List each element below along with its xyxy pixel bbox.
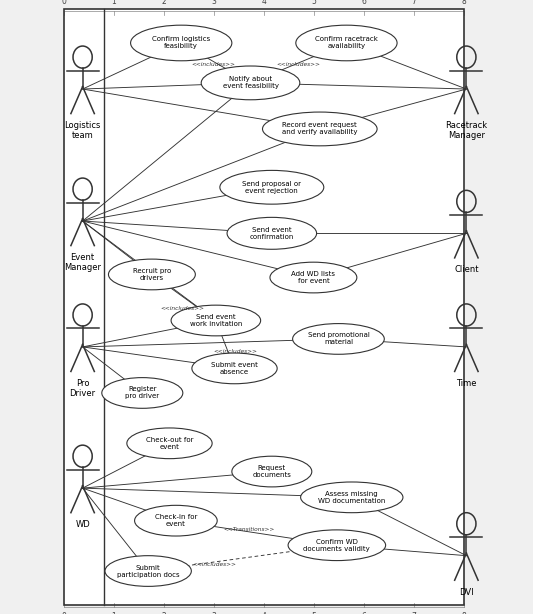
- Text: Racetrack
Manager: Racetrack Manager: [445, 121, 488, 141]
- Text: Send event
confirmation: Send event confirmation: [249, 227, 294, 240]
- Text: Record event request
and verify availability: Record event request and verify availabi…: [282, 122, 358, 136]
- Text: 4: 4: [261, 0, 266, 6]
- Ellipse shape: [134, 505, 217, 536]
- Text: Confirm racetrack
availability: Confirm racetrack availability: [315, 36, 378, 50]
- Ellipse shape: [288, 530, 386, 561]
- Text: Client: Client: [454, 265, 479, 274]
- Text: Logistics
team: Logistics team: [64, 121, 101, 141]
- Text: Send event
work invitation: Send event work invitation: [190, 314, 242, 327]
- Text: Confirm logistics
feasibility: Confirm logistics feasibility: [152, 36, 211, 50]
- Ellipse shape: [105, 556, 191, 586]
- Text: 3: 3: [212, 0, 216, 6]
- Ellipse shape: [296, 25, 397, 61]
- Text: Assess missing
WD documentation: Assess missing WD documentation: [318, 491, 385, 504]
- Ellipse shape: [301, 482, 403, 513]
- Ellipse shape: [131, 25, 232, 61]
- Text: Check-in for
event: Check-in for event: [155, 514, 197, 527]
- Text: 1: 1: [111, 612, 116, 614]
- Text: Confirm WD
documents validity: Confirm WD documents validity: [303, 538, 370, 552]
- Text: Time: Time: [456, 379, 477, 388]
- Text: <<includes>>: <<includes>>: [192, 562, 236, 567]
- Text: 8: 8: [462, 612, 466, 614]
- Ellipse shape: [232, 456, 312, 487]
- Text: 5: 5: [311, 0, 316, 6]
- Text: 2: 2: [161, 612, 166, 614]
- Ellipse shape: [201, 66, 300, 99]
- Bar: [64, 9, 464, 605]
- Text: Send promotional
material: Send promotional material: [308, 332, 369, 346]
- Ellipse shape: [220, 171, 324, 204]
- Text: 8: 8: [462, 0, 466, 6]
- Text: Recruit pro
drivers: Recruit pro drivers: [133, 268, 171, 281]
- Ellipse shape: [102, 378, 183, 408]
- Text: Submit
participation docs: Submit participation docs: [117, 564, 180, 578]
- Ellipse shape: [192, 353, 277, 384]
- Text: <<includes>>: <<includes>>: [160, 306, 204, 311]
- Text: 1: 1: [111, 0, 116, 6]
- Text: 6: 6: [361, 612, 366, 614]
- Text: Check-out for
event: Check-out for event: [146, 437, 193, 450]
- Text: Pro
Driver: Pro Driver: [69, 379, 96, 398]
- Ellipse shape: [127, 428, 212, 459]
- Ellipse shape: [270, 262, 357, 293]
- Bar: [64, 9, 464, 605]
- Text: 2: 2: [161, 0, 166, 6]
- Text: 6: 6: [361, 0, 366, 6]
- Ellipse shape: [171, 305, 261, 336]
- Text: Notify about
event feasibility: Notify about event feasibility: [222, 76, 279, 90]
- Text: Add WD lists
for event: Add WD lists for event: [292, 271, 335, 284]
- Text: 3: 3: [212, 612, 216, 614]
- Text: Request
documents: Request documents: [253, 465, 291, 478]
- Text: 5: 5: [311, 612, 316, 614]
- Text: <<includes>>: <<includes>>: [277, 62, 320, 67]
- Text: DVI: DVI: [459, 588, 474, 597]
- Text: Register
pro driver: Register pro driver: [125, 386, 159, 400]
- Text: Submit event
absence: Submit event absence: [211, 362, 258, 375]
- Text: 0: 0: [61, 0, 67, 6]
- Ellipse shape: [293, 324, 384, 354]
- Text: Event
Manager: Event Manager: [64, 253, 101, 273]
- Text: <<includes>>: <<includes>>: [214, 349, 257, 354]
- Ellipse shape: [227, 217, 317, 249]
- Text: Send proposal or
event rejection: Send proposal or event rejection: [243, 181, 301, 194]
- Ellipse shape: [109, 259, 195, 290]
- Text: <<Transitions>>: <<Transitions>>: [224, 527, 275, 532]
- Text: WD: WD: [75, 520, 90, 529]
- Text: 4: 4: [261, 612, 266, 614]
- Text: 7: 7: [411, 0, 416, 6]
- Text: 0: 0: [61, 612, 67, 614]
- Text: <<includes>>: <<includes>>: [191, 62, 235, 67]
- Text: 7: 7: [411, 612, 416, 614]
- Ellipse shape: [262, 112, 377, 146]
